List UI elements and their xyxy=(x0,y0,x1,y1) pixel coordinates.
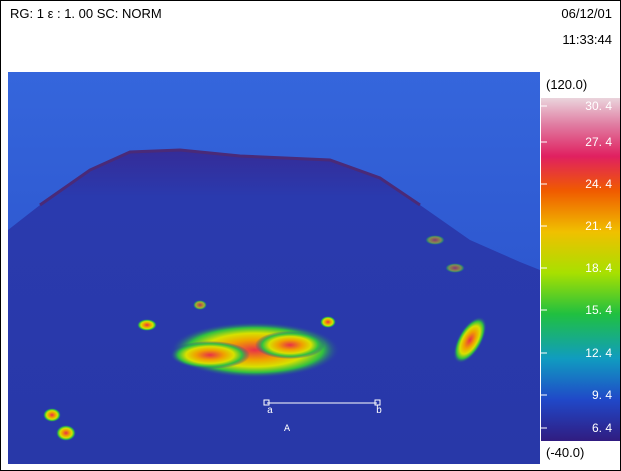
scale-label: 30. 4 xyxy=(585,99,612,113)
measure-name: A xyxy=(284,424,290,435)
thermal-image xyxy=(8,72,540,464)
scale-max: (120.0) xyxy=(546,77,587,92)
scale-label: 6. 4 xyxy=(592,421,612,435)
scale-label: 18. 4 xyxy=(585,261,612,275)
thermal-screen: RG: 1 ε : 1. 00 SC: NORM 06/12/01 11:33:… xyxy=(0,0,621,471)
measure-start: a xyxy=(267,406,273,417)
status: RG: 1 ε : 1. 00 SC: NORM xyxy=(10,6,162,21)
scale-label: 9. 4 xyxy=(592,388,612,402)
scale-label: 27. 4 xyxy=(585,135,612,149)
scale-label: 12. 4 xyxy=(585,346,612,360)
scale-label: 24. 4 xyxy=(585,177,612,191)
date: 06/12/01 xyxy=(561,6,612,21)
scale-label: 21. 4 xyxy=(585,219,612,233)
scale-min: (-40.0) xyxy=(546,445,584,460)
measure-end: b xyxy=(376,405,382,417)
time: 11:33:44 xyxy=(562,32,612,47)
scale-label: 15. 4 xyxy=(585,303,612,317)
